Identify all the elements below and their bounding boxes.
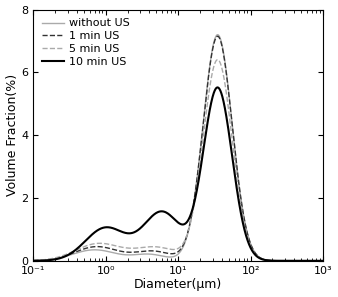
without US bbox=[216, 33, 220, 37]
5 min US bbox=[315, 259, 319, 263]
without US bbox=[81, 249, 86, 253]
5 min US bbox=[321, 259, 325, 263]
10 min US bbox=[321, 259, 325, 263]
5 min US bbox=[64, 252, 68, 256]
1 min US bbox=[142, 249, 146, 253]
5 min US bbox=[155, 245, 159, 249]
1 min US bbox=[284, 259, 288, 263]
Legend: without US, 1 min US, 5 min US, 10 min US: without US, 1 min US, 5 min US, 10 min U… bbox=[39, 15, 133, 70]
5 min US bbox=[216, 58, 220, 61]
1 min US bbox=[81, 247, 86, 251]
1 min US bbox=[321, 259, 325, 263]
10 min US bbox=[155, 211, 159, 214]
X-axis label: Diameter(μm): Diameter(μm) bbox=[134, 279, 222, 291]
1 min US bbox=[216, 34, 220, 38]
without US bbox=[284, 259, 288, 263]
10 min US bbox=[216, 86, 220, 89]
without US bbox=[315, 259, 319, 263]
5 min US bbox=[284, 259, 288, 263]
without US bbox=[321, 259, 325, 263]
without US bbox=[64, 254, 68, 258]
5 min US bbox=[142, 245, 146, 249]
Y-axis label: Volume Fraction(%): Volume Fraction(%) bbox=[5, 74, 19, 196]
10 min US bbox=[31, 259, 35, 263]
1 min US bbox=[31, 259, 35, 262]
Line: 10 min US: 10 min US bbox=[33, 87, 323, 261]
5 min US bbox=[31, 259, 35, 262]
without US bbox=[31, 259, 35, 262]
10 min US bbox=[64, 254, 68, 257]
10 min US bbox=[315, 259, 319, 263]
5 min US bbox=[81, 245, 86, 249]
without US bbox=[155, 253, 159, 257]
1 min US bbox=[155, 249, 159, 253]
Line: without US: without US bbox=[33, 35, 323, 261]
10 min US bbox=[284, 259, 288, 263]
Line: 1 min US: 1 min US bbox=[33, 36, 323, 261]
without US bbox=[142, 252, 146, 256]
1 min US bbox=[315, 259, 319, 263]
Line: 5 min US: 5 min US bbox=[33, 60, 323, 261]
10 min US bbox=[81, 241, 86, 244]
1 min US bbox=[64, 254, 68, 257]
10 min US bbox=[142, 222, 146, 226]
